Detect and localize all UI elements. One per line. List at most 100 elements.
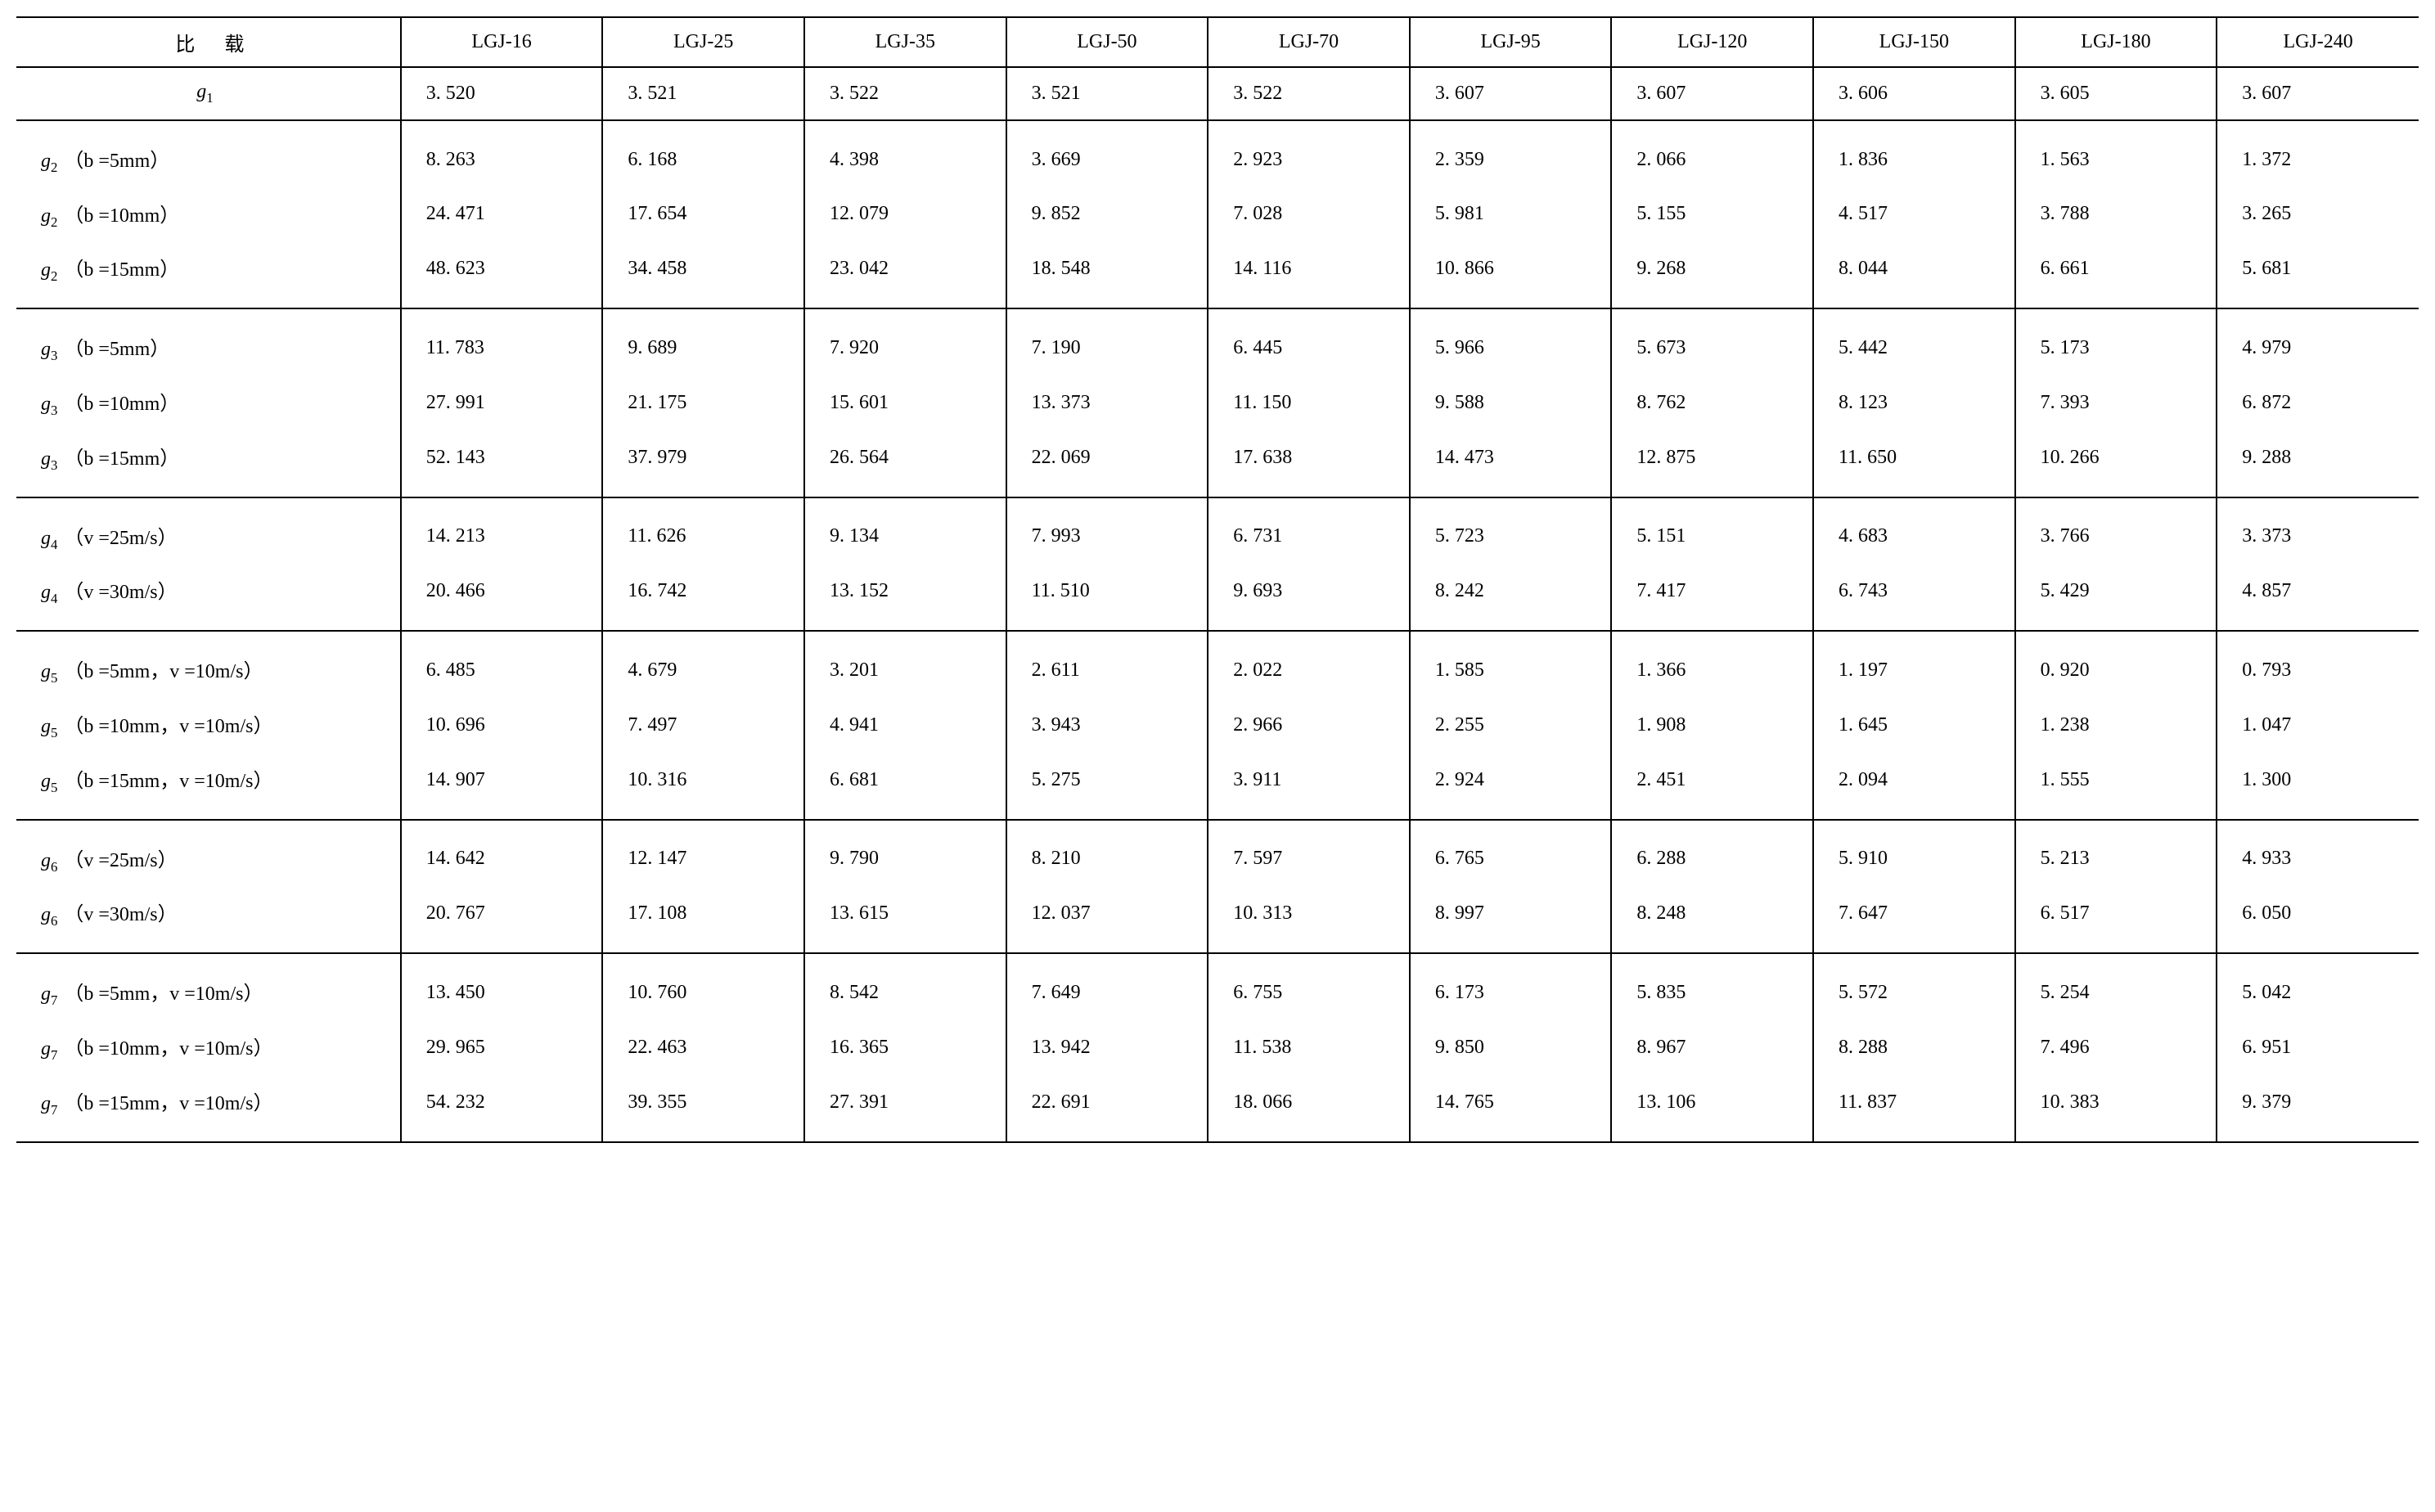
data-cell: 5. 572 [1813,953,2015,1020]
table-row: g13. 5203. 5213. 5223. 5213. 5223. 6073.… [16,67,2419,120]
row-label: g4（v =30m/s） [16,564,401,631]
data-cell: 3. 766 [2015,497,2217,565]
data-cell: 13. 106 [1611,1075,1813,1142]
data-cell: 5. 213 [2015,820,2217,887]
condition-label: （b =10mm，v =10m/s） [64,716,272,737]
row-label: g4（v =25m/s） [16,497,401,565]
data-cell: 12. 147 [602,820,804,887]
condition-label: （b =5mm，v =10m/s） [64,661,263,682]
row-label: g7（b =5mm，v =10m/s） [16,953,401,1020]
row-label: g3（b =5mm） [16,308,401,376]
data-cell: 0. 920 [2015,631,2217,698]
data-cell: 24. 471 [401,187,603,242]
data-cell: 13. 152 [804,564,1006,631]
data-cell: 11. 626 [602,497,804,565]
data-cell: 4. 933 [2217,820,2419,887]
data-cell: 3. 607 [2217,67,2419,120]
data-cell: 1. 372 [2217,120,2419,187]
data-cell: 4. 517 [1813,187,2015,242]
condition-label: （v =30m/s） [64,582,177,603]
data-cell: 23. 042 [804,241,1006,308]
data-cell: 3. 943 [1006,698,1208,753]
data-cell: 2. 022 [1208,631,1410,698]
data-cell: 8. 242 [1410,564,1612,631]
variable-symbol: g [41,528,51,549]
data-cell: 3. 911 [1208,753,1410,820]
data-cell: 7. 190 [1006,308,1208,376]
data-cell: 16. 365 [804,1020,1006,1075]
variable-symbol: g [41,850,51,871]
variable-subscript: 2 [51,214,57,229]
row-label: g2（b =5mm） [16,120,401,187]
row-label: g3（b =15mm） [16,430,401,497]
data-cell: 18. 548 [1006,241,1208,308]
variable-subscript: 6 [51,858,57,874]
data-cell: 10. 866 [1410,241,1612,308]
row-label: g2（b =10mm） [16,187,401,242]
col-header: LGJ-240 [2217,17,2419,67]
data-cell: 54. 232 [401,1075,603,1142]
data-cell: 1. 585 [1410,631,1612,698]
data-cell: 3. 606 [1813,67,2015,120]
col-header: LGJ-70 [1208,17,1410,67]
data-cell: 29. 965 [401,1020,603,1075]
row-label: g1 [16,67,401,120]
data-cell: 11. 650 [1813,430,2015,497]
data-cell: 7. 649 [1006,953,1208,1020]
variable-symbol: g [41,716,51,737]
condition-label: （b =5mm） [64,151,169,172]
data-cell: 2. 924 [1410,753,1612,820]
data-cell: 11. 538 [1208,1020,1410,1075]
data-cell: 14. 116 [1208,241,1410,308]
table-header-row: 比载 LGJ-16 LGJ-25 LGJ-35 LGJ-50 LGJ-70 LG… [16,17,2419,67]
data-cell: 1. 238 [2015,698,2217,753]
col-header: LGJ-180 [2015,17,2217,67]
data-cell: 2. 094 [1813,753,2015,820]
variable-symbol: g [41,339,51,360]
data-cell: 7. 647 [1813,886,2015,953]
data-cell: 6. 173 [1410,953,1612,1020]
data-cell: 37. 979 [602,430,804,497]
data-cell: 1. 645 [1813,698,2015,753]
data-cell: 3. 669 [1006,120,1208,187]
data-cell: 6. 288 [1611,820,1813,887]
data-cell: 2. 611 [1006,631,1208,698]
col-header: LGJ-50 [1006,17,1208,67]
data-cell: 1. 908 [1611,698,1813,753]
variable-symbol: g [196,81,206,102]
data-cell: 2. 066 [1611,120,1813,187]
row-label: g6（v =30m/s） [16,886,401,953]
data-cell: 20. 767 [401,886,603,953]
data-cell: 5. 275 [1006,753,1208,820]
variable-symbol: g [41,904,51,925]
data-cell: 16. 742 [602,564,804,631]
data-cell: 15. 601 [804,376,1006,430]
data-cell: 8. 210 [1006,820,1208,887]
load-ratio-table: 比载 LGJ-16 LGJ-25 LGJ-35 LGJ-50 LGJ-70 LG… [16,16,2419,1143]
variable-subscript: 3 [51,348,57,363]
data-cell: 7. 920 [804,308,1006,376]
data-cell: 17. 654 [602,187,804,242]
data-cell: 1. 555 [2015,753,2217,820]
data-cell: 1. 197 [1813,631,2015,698]
table-row: g5（b =15mm，v =10m/s）14. 90710. 3166. 681… [16,753,2419,820]
data-cell: 3. 607 [1611,67,1813,120]
variable-subscript: 7 [51,1102,57,1118]
data-cell: 12. 079 [804,187,1006,242]
data-cell: 14. 473 [1410,430,1612,497]
variable-symbol: g [41,582,51,603]
data-cell: 13. 373 [1006,376,1208,430]
data-cell: 6. 872 [2217,376,2419,430]
table-row: g3（b =10mm）27. 99121. 17515. 60113. 3731… [16,376,2419,430]
table-row: g4（v =30m/s）20. 46616. 74213. 15211. 510… [16,564,2419,631]
data-cell: 14. 642 [401,820,603,887]
data-cell: 4. 941 [804,698,1006,753]
variable-subscript: 4 [51,536,57,551]
data-cell: 8. 997 [1410,886,1612,953]
data-cell: 18. 066 [1208,1075,1410,1142]
data-cell: 12. 875 [1611,430,1813,497]
data-cell: 6. 445 [1208,308,1410,376]
data-cell: 1. 300 [2217,753,2419,820]
row-label: g7（b =15mm，v =10m/s） [16,1075,401,1142]
data-cell: 11. 783 [401,308,603,376]
